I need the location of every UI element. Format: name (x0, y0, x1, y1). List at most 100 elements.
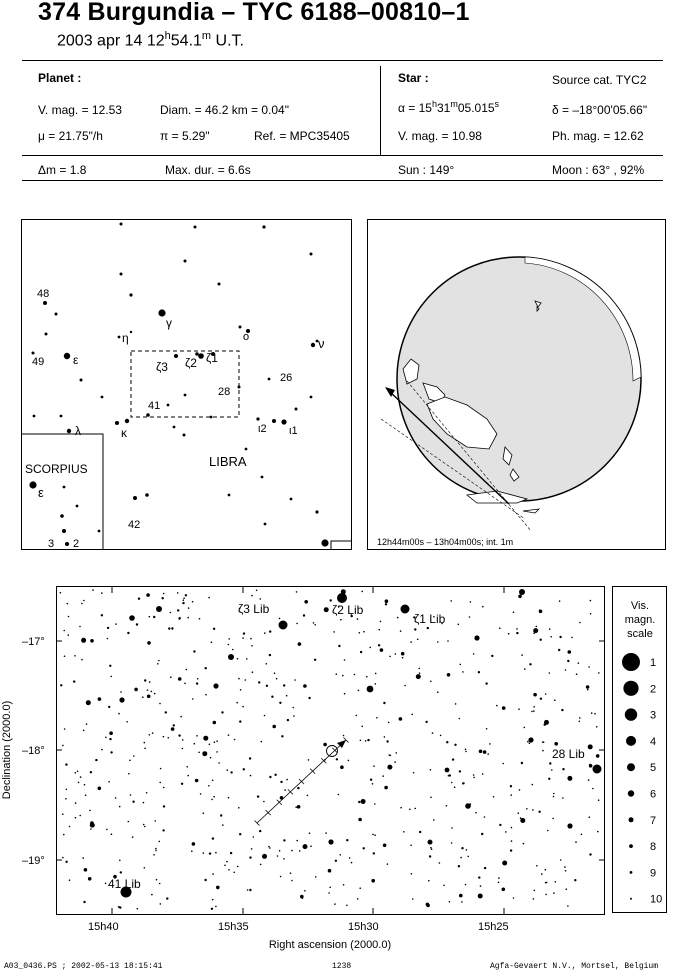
chart-star-512 (255, 589, 258, 592)
chart-star-33 (467, 855, 470, 858)
chart-star-166 (564, 669, 567, 671)
chart-star-588 (118, 805, 121, 808)
chart-star-474 (262, 853, 267, 859)
chart-star-128 (251, 594, 253, 597)
chart-star-616 (76, 770, 79, 773)
chart-star-514 (369, 778, 373, 781)
chart-star-287 (151, 732, 154, 734)
info-mid-rule (22, 155, 663, 156)
chart-star-607 (162, 735, 165, 738)
chart-star-356 (497, 881, 500, 884)
finder-star-26 (62, 529, 66, 533)
chart-star-151 (170, 727, 175, 731)
chart-star-334 (265, 663, 268, 665)
chart-star-272 (419, 830, 422, 834)
chart-star-44 (377, 644, 381, 647)
chart-star-307 (182, 599, 185, 601)
chart-star-127 (428, 879, 430, 882)
chart-star-364 (464, 883, 467, 886)
finder-star-54 (97, 529, 101, 533)
chart-star-576 (371, 878, 376, 883)
chart-star-246 (281, 735, 284, 738)
finder-stars (29, 222, 329, 547)
chart-star-416 (362, 847, 365, 850)
chart-star-524 (186, 766, 188, 768)
chart-star-421 (502, 860, 508, 866)
finder-star-6 (129, 330, 133, 334)
chart-star-77 (499, 823, 502, 827)
chart-star-499 (302, 614, 306, 617)
footer-file: A03_0436.PS ; 2002-05-13 18:15:41 (4, 962, 163, 971)
chart-star-158 (62, 813, 64, 815)
chart-star-542 (382, 775, 385, 777)
chart-star-267 (429, 769, 432, 771)
chart-star-67 (108, 781, 110, 783)
chart-star-393 (416, 638, 419, 641)
chart-star-548 (323, 607, 329, 613)
chart-star-207 (176, 592, 179, 594)
scale-title-2: magn. (625, 614, 656, 626)
chart-star-73 (248, 757, 252, 760)
chart-star-419 (575, 673, 578, 675)
chart-star-201 (113, 874, 117, 879)
track-tick-7 (332, 747, 338, 754)
chart-star-276 (589, 599, 592, 602)
chart-star-390 (433, 616, 435, 618)
chart-star-298 (87, 877, 92, 881)
chart-star-567 (82, 729, 85, 732)
night-crescent (524, 256, 642, 382)
chart-star-345 (312, 622, 315, 624)
chart-star-118 (276, 855, 279, 857)
chart-star-212 (358, 632, 361, 634)
chart-star-472 (412, 772, 415, 774)
chart-star-492 (228, 869, 230, 871)
finder-star-18 (115, 421, 119, 425)
chart-star-483 (343, 692, 346, 695)
info-top-rule (22, 60, 663, 61)
chart-star-32 (226, 860, 228, 863)
chart-star-235 (106, 828, 108, 831)
chart-star-459 (588, 666, 590, 668)
finder-star-19 (66, 428, 72, 434)
chart-star-290 (181, 739, 184, 741)
chart-star-236 (358, 800, 361, 804)
chart-star-94 (348, 857, 351, 859)
chart-star-86 (65, 788, 68, 791)
chart-star-232 (83, 868, 88, 872)
label-epsilon: ε (73, 353, 79, 367)
chart-bright-star-s13 (444, 767, 450, 773)
chart-star-119 (73, 680, 76, 683)
chart-star-107 (114, 797, 117, 799)
finder-star-24 (145, 493, 149, 497)
track-tick-5 (309, 768, 316, 774)
chart-star-614 (363, 630, 365, 633)
magnitude-drop: Δm = 1.8 (38, 163, 87, 177)
chart-star-437 (447, 640, 449, 642)
chart-star-470 (177, 677, 182, 681)
chart-star-357 (259, 863, 262, 866)
chart-star-608 (379, 620, 382, 623)
finder-star-11 (238, 325, 242, 329)
chart-star-476 (347, 759, 350, 762)
chart-star-241 (428, 855, 432, 858)
scale-dot-7 (628, 817, 634, 823)
chart-star-226 (450, 600, 453, 602)
moon-info: Moon : 63° , 92% (552, 163, 645, 177)
chart-star-429 (340, 618, 342, 621)
chart-star-598 (338, 644, 341, 648)
chart-star-167 (516, 631, 519, 635)
finder-frame (21, 219, 352, 550)
chart-star-72 (551, 769, 553, 771)
chart-star-532 (589, 613, 592, 615)
chart-star-402 (251, 645, 253, 647)
chart-star-17 (378, 628, 381, 631)
chart-star-88 (594, 712, 596, 715)
scale-frame (612, 586, 667, 913)
chart-star-319 (162, 805, 166, 808)
chart-star-547 (92, 589, 94, 591)
star-phmag: Ph. mag. = 12.62 (552, 129, 644, 143)
chart-star-565 (384, 599, 389, 603)
chart-star-140 (586, 688, 589, 691)
chart-star-321 (524, 668, 526, 670)
star-vmag: V. mag. = 10.98 (398, 129, 482, 143)
